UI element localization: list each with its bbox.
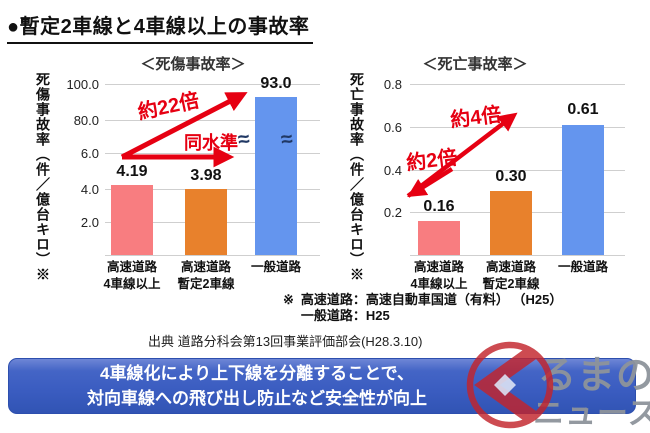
chart-fatal-y-axis-label: 死亡事故率（件／億台キロ）※	[349, 72, 365, 282]
footnote-lines: 高速道路：高速自動車国道（有料） （H25） 一般道路：H25	[301, 292, 562, 325]
bar-value: 0.30	[495, 168, 527, 185]
gridline	[410, 170, 625, 171]
bar-expressway-2lane	[490, 191, 532, 255]
bar-category: 一般道路	[541, 259, 625, 276]
footnote-line1: 高速道路：高速自動車国道（有料） （H25）	[300, 292, 563, 307]
chart-injury-title: ＜死傷事故率＞	[140, 56, 246, 73]
gridline	[105, 84, 320, 85]
footnote-mark: ※	[283, 292, 294, 307]
bar-value: 0.61	[567, 101, 599, 118]
baseline	[105, 255, 320, 256]
bar-value: 93.0	[260, 75, 292, 92]
baseline	[410, 255, 625, 256]
summary-banner-text: 4車線化により上下線を分離することで、 対向車線への飛び出し防止など安全性が向上	[9, 359, 505, 413]
bar-category-line: 暫定2車線	[482, 276, 540, 291]
annotation-4x: 約4倍	[449, 103, 503, 133]
bar-category-line: 暫定2車線	[177, 276, 235, 291]
bar-category: 一般道路	[234, 259, 318, 276]
bar-expressway-2lane	[185, 189, 227, 255]
bar-value: 0.16	[423, 198, 455, 215]
bar-general-road	[562, 125, 604, 255]
bar-expressway-4lane	[111, 185, 153, 255]
chart-fatal-title: ＜死亡事故率＞	[422, 56, 528, 73]
y-tick: 2.0	[80, 215, 99, 230]
footnote-line2: 一般道路：H25	[300, 308, 390, 324]
page-title: ●暫定2車線と4車線以上の事故率	[7, 10, 314, 44]
bar-category: 高速道路 暫定2車線	[164, 259, 248, 293]
y-tick: 0.2	[383, 205, 402, 220]
bar-category: 高速道路 4車線以上	[90, 259, 174, 293]
chart-injury-y-axis-label: 死傷事故率（件／億台キロ）※	[35, 72, 51, 282]
bar-category: 高速道路 4車線以上	[397, 259, 481, 293]
bar-category: 高速道路 暫定2車線	[469, 259, 553, 293]
y-tick: 100.0	[66, 77, 99, 92]
bar-category-line: 高速道路	[106, 260, 157, 274]
annotation-2x: 約2倍	[405, 146, 459, 176]
bar-category-line: 高速道路	[180, 260, 231, 274]
axis-break-icon: ≈	[279, 127, 295, 152]
summary-line2: 対向車線への飛び出し防止など安全性が向上	[87, 389, 427, 408]
footnote: ※ 高速道路：高速自動車国道（有料） （H25） 一般道路：H25	[283, 292, 562, 325]
watermark-text-line1: るまの	[538, 355, 650, 397]
annotation-22x: 約22倍	[135, 89, 202, 125]
y-tick: 4.0	[80, 182, 99, 197]
annotation-same-level: 同水準	[184, 133, 238, 153]
bar-general-road	[255, 97, 297, 255]
y-tick: 6.0	[80, 146, 99, 161]
bar-category-line: 一般道路	[250, 260, 301, 274]
bar-category-line: 4車線以上	[410, 276, 468, 291]
y-tick: 0.6	[383, 120, 402, 135]
y-tick: 0.8	[383, 77, 402, 92]
watermark-text-line2: ニュース	[533, 396, 650, 431]
bar-category-line: 4車線以上	[103, 276, 161, 291]
bar-expressway-4lane	[418, 221, 460, 255]
bar-value: 4.19	[116, 163, 148, 180]
y-tick: 80.0	[73, 113, 99, 128]
bar-category-line: 一般道路	[557, 260, 608, 274]
bar-category-line: 高速道路	[485, 260, 536, 274]
gridline	[410, 84, 625, 85]
bar-value: 3.98	[190, 167, 222, 184]
summary-line1: 4車線化により上下線を分離することで、	[100, 363, 414, 383]
source-note: 出典 道路分科会第13回事業評価部会(H28.3.10)	[148, 334, 423, 349]
y-tick: 0.4	[383, 163, 402, 178]
bar-category-line: 高速道路	[413, 260, 464, 274]
axis-break-icon: ≈	[236, 127, 252, 152]
